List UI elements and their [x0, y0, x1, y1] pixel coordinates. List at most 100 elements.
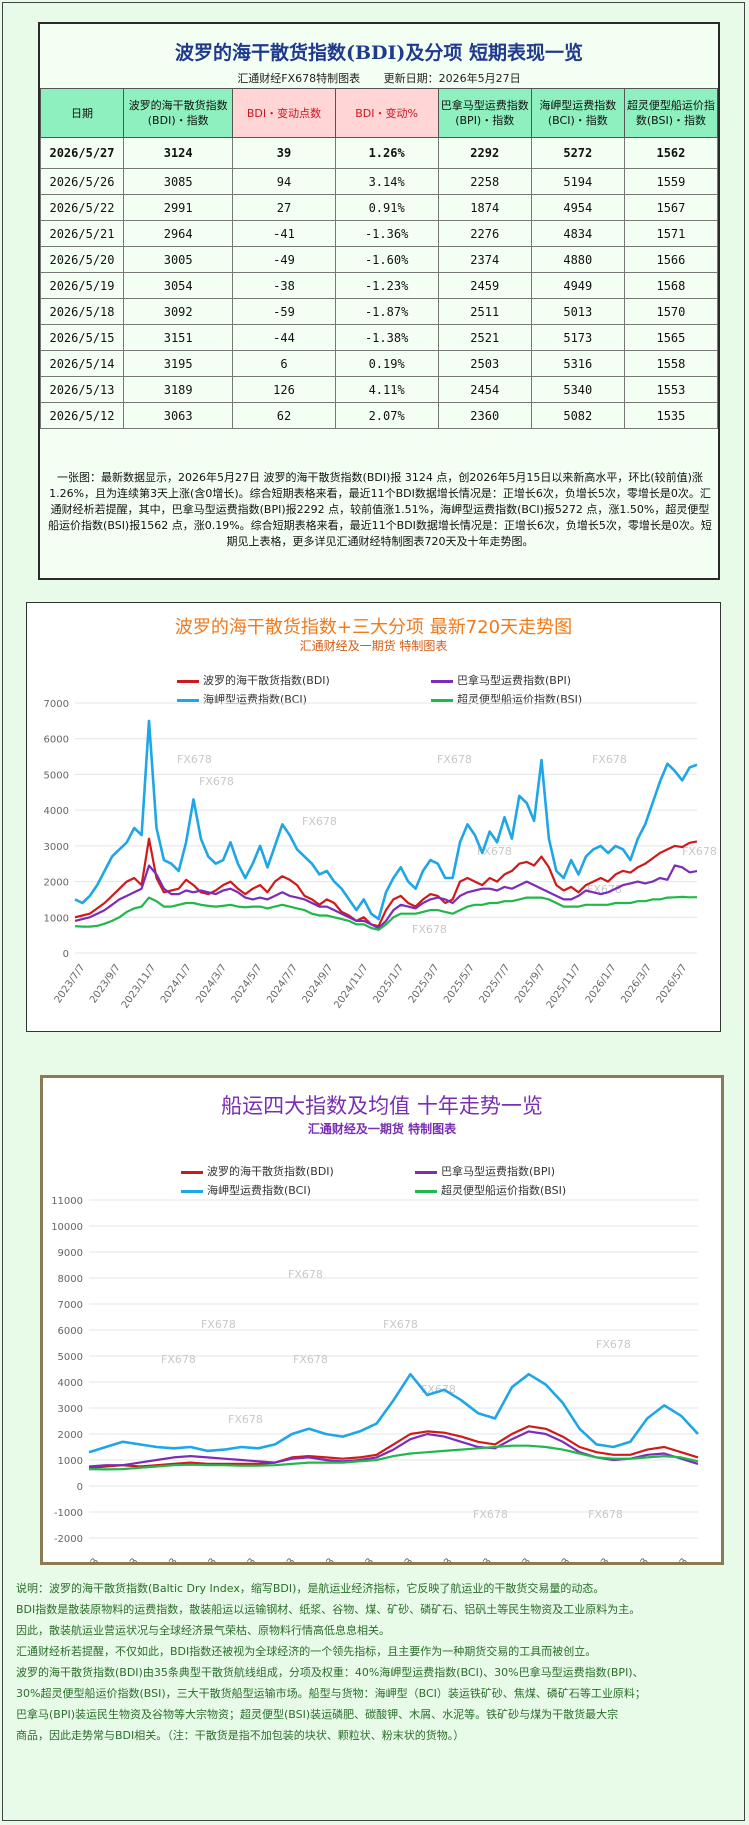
table-cell: 3195 — [123, 350, 234, 377]
chart2-watermark: FX678 — [588, 1508, 623, 1521]
chart2-y-tick-label: -2000 — [54, 1534, 83, 1545]
table-cell: 126 — [232, 376, 336, 403]
chart-720-day: 波罗的海干散货指数+三大分项 最新720天走势图 汇通财经及一期货 特制图表 波… — [26, 602, 721, 1032]
table-cell: 3151 — [123, 324, 234, 351]
chart1-x-tick-label: 2023/11/7 — [120, 962, 158, 1010]
chart2-watermark: FX678 — [161, 1353, 196, 1366]
chart1-watermark: FX678 — [199, 775, 234, 788]
table-note: 一张图：最新数据显示，2026年5月27日 波罗的海干散货指数(BDI)报 31… — [48, 471, 712, 548]
table-row: 2026/5/15 3151 -44 -1.38% 2521 5173 1565 — [39, 324, 719, 351]
chart2-y-tick-label: 6000 — [58, 1326, 83, 1337]
chart1-x-tick-label: 2024/3/7 — [194, 962, 229, 1005]
chart2-x-tick-label: 2013/9/3 — [381, 1556, 416, 1562]
table-cell: 6 — [232, 350, 336, 377]
summary-table-panel: 波罗的海干散货指数(BDI)及分项 短期表现一览 汇通财经FX678特制图表 更… — [38, 22, 720, 580]
chart1-x-tick-label: 2025/9/7 — [513, 962, 548, 1005]
chart1-y-tick-label: 0 — [63, 949, 69, 960]
table-cell: 1571 — [623, 220, 719, 247]
chart1-x-tick-label: 2024/1/7 — [159, 962, 194, 1005]
chart2-watermark: FX678 — [383, 1318, 418, 1331]
chart2-y-tick-label: 3000 — [58, 1404, 83, 1415]
table-cell: 2503 — [437, 350, 532, 377]
chart2-watermark: FX678 — [473, 1508, 508, 1521]
explanation: 说明：波罗的海干散货指数(Baltic Dry Index，缩写BDI)，是航运… — [16, 1578, 738, 1746]
table-cell: 2026/5/13 — [39, 376, 125, 403]
chart2-y-tick-label: 9000 — [58, 1248, 83, 1259]
chart1-x-tick-label: 2023/9/7 — [88, 962, 123, 1005]
table-cell: 2026/5/12 — [39, 402, 125, 429]
header-bdi-change-pct: BDI・变动% — [334, 88, 439, 138]
chart2-watermark: FX678 — [288, 1268, 323, 1281]
table-cell: 4880 — [530, 246, 625, 273]
chart2-y-tick-label: 5000 — [58, 1352, 83, 1363]
table-cell: 5082 — [530, 402, 625, 429]
chart1-x-tick-label: 2024/7/7 — [265, 962, 300, 1005]
chart1-x-tick-label: 2025/7/7 — [478, 962, 513, 1005]
table-title: 波罗的海干散货指数(BDI)及分项 短期表现一览 — [174, 42, 584, 64]
chart2-x-tick-label: 2014/1/3 — [538, 1556, 573, 1562]
table-cell: 2374 — [437, 246, 532, 273]
chart1-watermark: FX678 — [682, 845, 717, 858]
chart1-y-tick-label: 4000 — [44, 806, 69, 817]
chart1-y-tick-label: 1000 — [44, 913, 69, 924]
chart2-x-tick-label: 2014/3/3 — [616, 1556, 651, 1562]
table-cell: 3092 — [123, 298, 234, 325]
header-bdi: 波罗的海干散货指数(BDI)・指数 — [123, 88, 234, 138]
table-cell: 2459 — [437, 272, 532, 299]
table-cell: 2276 — [437, 220, 532, 247]
table-cell: 2026/5/14 — [39, 350, 125, 377]
table-cell: 5173 — [530, 324, 625, 351]
table-cell: 1559 — [623, 168, 719, 195]
chart2-x-tick-label: 2013/1/3 — [67, 1556, 102, 1562]
table-row: 2026/5/27 3124 39 1.26% 2292 5272 1562 — [39, 137, 719, 169]
chart2-y-tick-label: 1000 — [58, 1456, 83, 1467]
chart2-series-line-3 — [88, 1444, 699, 1471]
table-cell: 2258 — [437, 168, 532, 195]
chart2-series-line-2 — [88, 1372, 699, 1454]
table-row: 2026/5/13 3189 126 4.11% 2454 5340 1553 — [39, 376, 719, 403]
chart2-legend-bdi: 波罗的海干散货指数(BDI) — [181, 1163, 334, 1179]
chart2-y-tick-label: 4000 — [58, 1378, 83, 1389]
table-row: 2026/5/19 3054 -38 -1.23% 2459 4949 1568 — [39, 272, 719, 299]
table-cell: 2026/5/21 — [39, 220, 125, 247]
explanation-line: 商品，因此走势常与BDI相关。（注：干散货是指不加包装的块状、颗粒状、粉末状的货… — [16, 1729, 465, 1742]
chart2-series-line-0 — [88, 1425, 699, 1469]
chart1-x-tick-label: 2025/3/7 — [407, 962, 442, 1005]
chart1-x-tick-label: 2023/7/7 — [53, 962, 88, 1005]
table-cell: 3005 — [123, 246, 234, 273]
explanation-line: BDI指数是散装原物料的运费指数，散装船运以运输钢材、纸浆、谷物、煤、矿砂、磷矿… — [16, 1603, 641, 1616]
table-cell: 2360 — [437, 402, 532, 429]
header-bsi: 超灵便型船运价指数(BSI)・指数 — [623, 88, 719, 138]
header-bci: 海岬型运费指数(BCI)・指数 — [530, 88, 625, 138]
table-cell: 1874 — [437, 194, 532, 221]
table-cell: 2026/5/19 — [39, 272, 125, 299]
table-cell: 1566 — [623, 246, 719, 273]
chart1-y-tick-label: 5000 — [44, 770, 69, 781]
chart1-y-tick-label: 6000 — [44, 735, 69, 746]
chart2-y-tick-label: 10000 — [51, 1222, 83, 1233]
table-cell: 5272 — [530, 137, 625, 169]
chart2-x-tick-label: 2013/10/3 — [416, 1556, 454, 1562]
chart1-watermark: FX678 — [412, 923, 447, 936]
header-bpi: 巴拿马型运费指数(BPI)・指数 — [437, 88, 532, 138]
chart1-y-tick-label: 3000 — [44, 842, 69, 853]
chart2-x-tick-label: 2013/12/3 — [495, 1556, 533, 1562]
chart1-watermark: FX678 — [437, 753, 472, 766]
table-cell: 62 — [232, 402, 336, 429]
table-row: 2026/5/12 3063 62 2.07% 2360 5082 1535 — [39, 402, 719, 429]
explanation-line: 说明：波罗的海干散货指数(Baltic Dry Index，缩写BDI)，是航运… — [16, 1582, 605, 1595]
table-row: 2026/5/22 2991 27 0.91% 1874 4954 1567 — [39, 194, 719, 221]
chart2-watermark: FX678 — [201, 1318, 236, 1331]
chart1-x-tick-label: 2025/11/7 — [545, 962, 583, 1010]
explanation-line: 波罗的海干散货指数(BDI)由35条典型干散货航线组成，分项及权重：40%海岬型… — [16, 1666, 644, 1679]
table-row: 2026/5/18 3092 -59 -1.87% 2511 5013 1570 — [39, 298, 719, 325]
chart1-subtitle: 汇通财经及一期货 特制图表 — [299, 639, 448, 653]
table-cell: -1.36% — [334, 220, 439, 247]
chart1-title: 波罗的海干散货指数+三大分项 最新720天走势图 — [174, 617, 573, 638]
table-subtitle: 汇通财经FX678特制图表 更新日期：2026年5月27日 — [40, 70, 718, 86]
chart2-y-tick-label: 11000 — [51, 1196, 83, 1207]
table-cell: 1562 — [623, 137, 719, 169]
chart2-plot: -2000 -1000 0 1000 2000 3000 4000 5000 6000 7000 8… — [51, 1196, 699, 1562]
table-cell: 1567 — [623, 194, 719, 221]
table-maker: 汇通财经FX678特制图表 — [237, 72, 361, 85]
